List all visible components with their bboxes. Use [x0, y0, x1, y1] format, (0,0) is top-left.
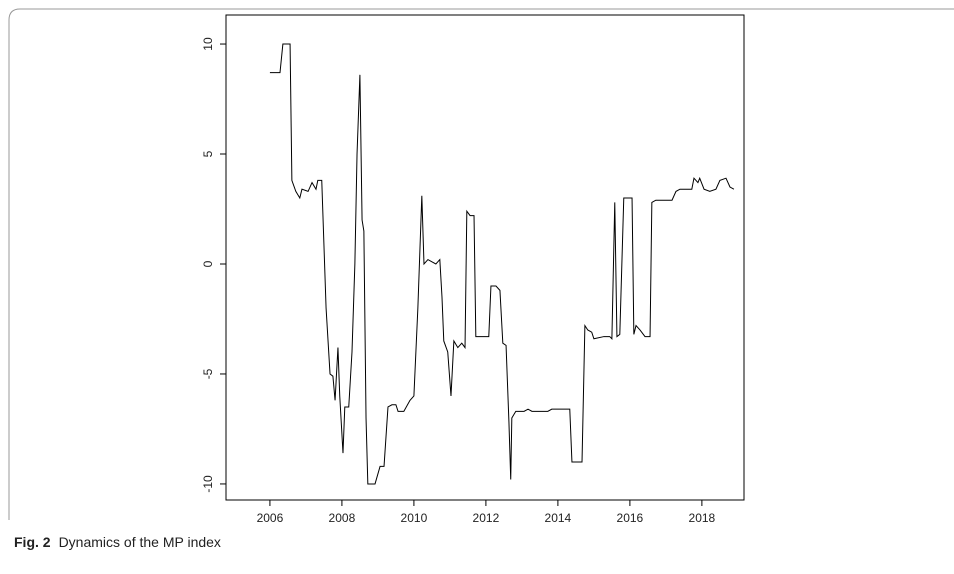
figure-frame — [8, 8, 954, 520]
x-tick-label: 2008 — [329, 511, 356, 525]
x-tick-label: 2012 — [473, 511, 500, 525]
y-tick-label: -10 — [201, 475, 215, 493]
x-tick-label: 2016 — [617, 511, 644, 525]
x-tick-label: 2006 — [257, 511, 284, 525]
x-tick-label: 2010 — [401, 511, 428, 525]
y-tick-label: 0 — [201, 260, 215, 267]
y-tick-label: 10 — [201, 37, 215, 51]
plot-box — [225, 14, 745, 501]
x-tick-label: 2018 — [689, 511, 716, 525]
data-line — [269, 43, 735, 485]
caption: Fig. 2 Dynamics of the MP index — [14, 534, 221, 550]
figure-label: Fig. 2 — [14, 534, 51, 550]
caption-text: Dynamics of the MP index — [59, 534, 221, 550]
x-tick-label: 2014 — [545, 511, 572, 525]
y-tick-label: 5 — [201, 150, 215, 157]
y-tick-label: -5 — [201, 368, 215, 379]
